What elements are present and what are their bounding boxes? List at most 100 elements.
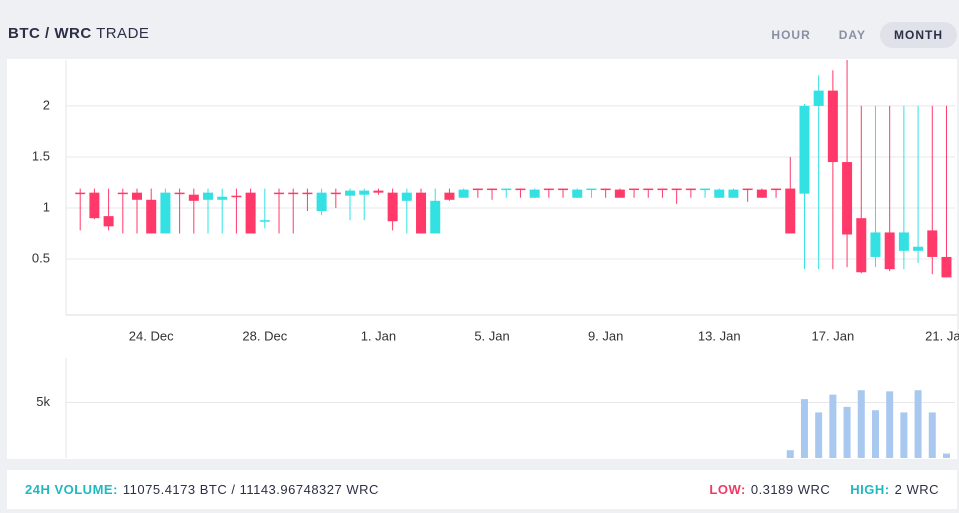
- candle-body: [430, 200, 441, 234]
- volume-bar: [900, 412, 908, 458]
- tabs: HOUR DAY MONTH: [757, 22, 957, 48]
- volume-bar: [829, 394, 837, 458]
- candle-body: [586, 188, 597, 191]
- candle-body: [203, 192, 214, 200]
- candle-body: [330, 192, 341, 195]
- candle-body: [813, 90, 824, 106]
- candle-body: [316, 192, 327, 212]
- x-tick-label: 28. Dec: [242, 328, 287, 343]
- volume-bar: [886, 391, 894, 458]
- candle-body: [245, 192, 256, 234]
- candle-body: [501, 188, 512, 191]
- candle-body: [714, 189, 725, 198]
- header-label: TRADE: [96, 25, 150, 42]
- high-value: 2 WRC: [894, 482, 939, 497]
- candle-body: [884, 232, 895, 270]
- candle-body: [444, 192, 455, 200]
- header: BTC / WRC TRADE: [8, 25, 149, 42]
- tab[interactable]: DAY: [838, 28, 866, 42]
- low-label: LOW:: [709, 482, 746, 497]
- candle-body: [728, 189, 739, 198]
- candle-body: [387, 192, 398, 222]
- volume-bar: [857, 390, 865, 458]
- x-tick-label: 17. Jan: [812, 328, 855, 343]
- candle-body: [401, 192, 412, 201]
- candle-body: [856, 218, 867, 273]
- candle-body: [543, 188, 554, 191]
- tab[interactable]: MONTH: [880, 22, 957, 48]
- candle-body: [529, 189, 540, 198]
- volume-label: 24H VOLUME:: [25, 482, 118, 497]
- volume-bar: [786, 450, 794, 458]
- candle-body: [132, 192, 143, 200]
- candle-body: [558, 188, 569, 191]
- candle-body: [898, 232, 909, 251]
- y-tick-label: 1.5: [32, 148, 50, 163]
- candle-body: [657, 188, 668, 191]
- candle-body: [572, 189, 583, 198]
- y-tick-label: 1: [43, 199, 50, 214]
- candle-body: [117, 192, 128, 195]
- tab[interactable]: HOUR: [771, 28, 811, 42]
- x-tick-label: 5. Jan: [474, 328, 509, 343]
- volume-bar: [942, 453, 950, 458]
- candle-body: [345, 190, 356, 196]
- candle-body: [160, 192, 171, 234]
- candle-body: [614, 189, 625, 198]
- y-tick-label: 2: [43, 97, 50, 112]
- candle-body: [785, 188, 796, 234]
- candle-body: [827, 90, 838, 163]
- volume-bar: [871, 410, 879, 458]
- x-tick-label: 1. Jan: [361, 328, 396, 343]
- candle-body: [259, 220, 270, 222]
- candle-body: [742, 188, 753, 191]
- high-label: HIGH:: [850, 482, 890, 497]
- candle-body: [913, 246, 924, 251]
- candle-body: [771, 188, 782, 191]
- candle-body: [373, 190, 384, 193]
- candle-body: [629, 188, 640, 191]
- volume-bar: [914, 390, 922, 458]
- candle-body: [217, 196, 228, 200]
- candle-body: [799, 105, 810, 194]
- candle-body: [600, 188, 611, 191]
- x-tick-label: 13. Jan: [698, 328, 741, 343]
- volume-bar: [843, 406, 851, 458]
- candle-body: [927, 230, 938, 257]
- candle-body: [274, 192, 285, 195]
- candle-body: [941, 256, 952, 278]
- volume-bar: [815, 412, 823, 458]
- y-tick-label: 0.5: [32, 250, 50, 265]
- x-tick-label: 9. Jan: [588, 328, 623, 343]
- candle-body: [416, 192, 427, 234]
- candle-body: [756, 189, 767, 198]
- candle-body: [685, 188, 696, 191]
- candle-body: [174, 192, 185, 195]
- pair: BTC / WRC: [8, 25, 92, 42]
- candle-body: [103, 216, 114, 227]
- candle-body: [472, 188, 483, 191]
- y-tick-label: 5k: [36, 394, 50, 409]
- x-tick-label: 24. Dec: [129, 328, 174, 343]
- candle-body: [288, 192, 299, 195]
- candle-body: [231, 195, 242, 198]
- chart: 0.5 1 1.5 2 24. Dec 28. Dec 1. Jan 5. Jan 9. Jan…: [32, 60, 959, 458]
- volume-value: 11075.4173 BTC / 11143.96748327 WRC: [122, 482, 379, 497]
- candle-body: [643, 188, 654, 191]
- candle-body: [458, 189, 469, 198]
- footer: 24H VOLUME: 11075.4173 BTC / 11143.96748…: [7, 470, 957, 509]
- volume-bar: [928, 412, 936, 458]
- candle-body: [487, 188, 498, 191]
- candle-body: [359, 190, 370, 195]
- candle-body: [671, 188, 682, 191]
- candle-body: [302, 192, 313, 195]
- low-value: 0.3189 WRC: [750, 482, 831, 497]
- candle-body: [146, 199, 157, 234]
- candle-body: [515, 188, 526, 191]
- x-tick-label: 21. Jan: [925, 328, 959, 343]
- candle-body: [870, 232, 881, 257]
- volume-bar: [800, 399, 808, 458]
- candle-body: [89, 192, 100, 219]
- candle-body: [188, 194, 199, 201]
